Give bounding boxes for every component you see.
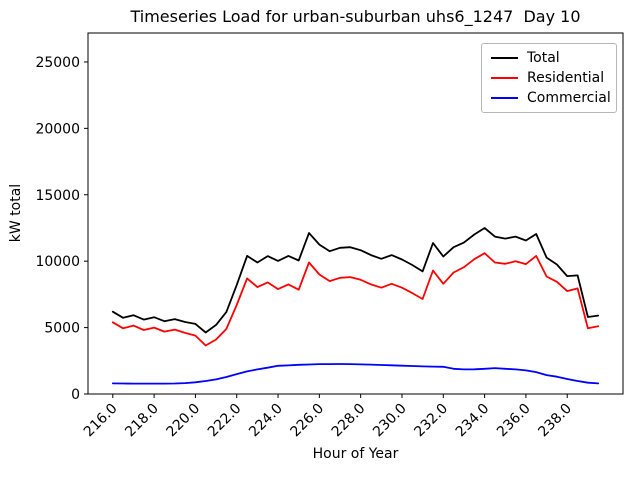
axes-frame <box>87 32 624 395</box>
x-tick-label: 224.0 <box>246 401 286 441</box>
legend-label-total: Total <box>527 50 560 66</box>
x-axis-label: Hour of Year <box>312 446 399 462</box>
legend-item-total: Total <box>491 50 607 66</box>
legend-label-residential: Residential <box>527 70 605 86</box>
x-tick-label: 218.0 <box>122 401 162 441</box>
x-tick-label: 232.0 <box>411 401 451 441</box>
x-tick-label: 216.0 <box>81 401 121 441</box>
legend-label-commercial: Commercial <box>527 90 611 106</box>
series-line-commercial <box>111 363 600 385</box>
y-tick-label: 25000 <box>35 55 80 71</box>
x-tick-label: 234.0 <box>453 401 493 441</box>
y-tick-label: 15000 <box>35 188 80 204</box>
x-tick-label: 220.0 <box>164 401 204 441</box>
y-tick-label: 20000 <box>35 121 80 137</box>
x-tick-label: 228.0 <box>329 401 369 441</box>
x-tick-label: 230.0 <box>370 401 410 441</box>
y-axis-label: kW total <box>8 183 24 243</box>
legend-swatch-total <box>491 57 518 59</box>
x-tick-label: 222.0 <box>205 401 245 441</box>
x-tick-label: 236.0 <box>494 401 534 441</box>
x-tick-label: 226.0 <box>288 401 328 441</box>
legend-swatch-residential <box>491 77 518 79</box>
series-line-total <box>111 227 600 334</box>
legend-item-commercial: Commercial <box>491 90 611 106</box>
legend: Total Residential Commercial <box>481 43 617 113</box>
chart-title: Timeseries Load for urban-suburban uhs6_… <box>130 7 581 26</box>
y-tick-label: 5000 <box>44 321 80 337</box>
legend-item-residential: Residential <box>491 70 607 86</box>
x-tick-label: 238.0 <box>535 401 575 441</box>
y-tick-label: 0 <box>71 387 80 403</box>
series-line-residential <box>111 252 600 347</box>
legend-swatch-commercial <box>491 97 518 99</box>
y-tick-label: 10000 <box>35 254 80 270</box>
